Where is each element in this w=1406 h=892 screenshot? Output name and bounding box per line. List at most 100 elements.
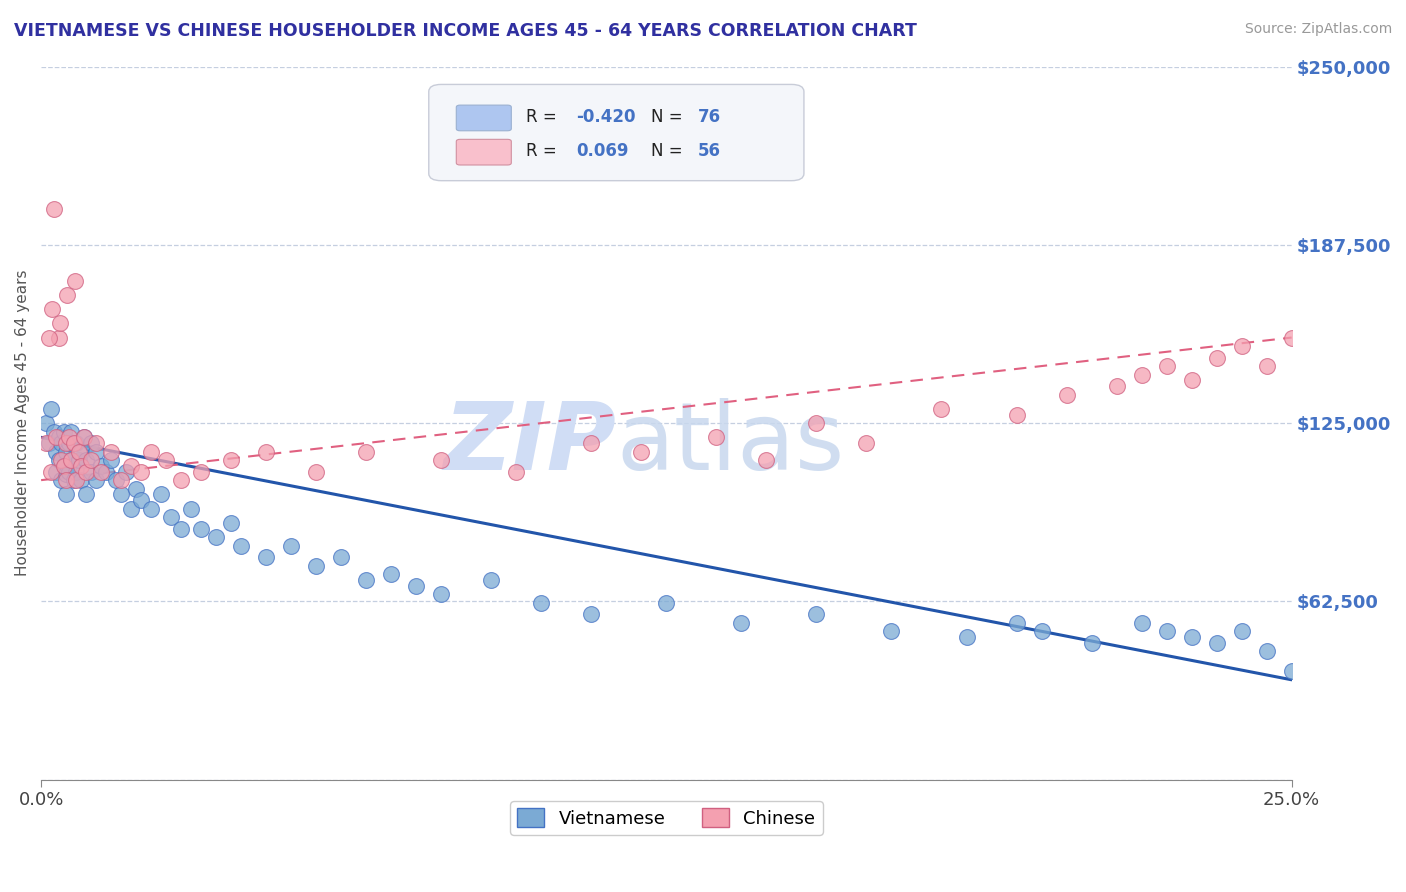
Point bbox=[52, 458, 75, 473]
Point bbox=[1181, 373, 1204, 387]
Point bbox=[706, 430, 728, 444]
Point bbox=[1005, 408, 1028, 422]
Point bbox=[45, 444, 67, 458]
FancyBboxPatch shape bbox=[457, 105, 512, 131]
Point bbox=[67, 444, 90, 458]
Point bbox=[75, 487, 97, 501]
Point bbox=[100, 444, 122, 458]
Point bbox=[1230, 624, 1253, 639]
Point bbox=[60, 425, 83, 439]
Point bbox=[806, 416, 828, 430]
Point bbox=[254, 444, 277, 458]
Point bbox=[41, 301, 63, 316]
Point bbox=[100, 453, 122, 467]
Point bbox=[35, 416, 58, 430]
Point bbox=[231, 539, 253, 553]
Point bbox=[1130, 368, 1153, 382]
Text: 0.069: 0.069 bbox=[576, 143, 628, 161]
FancyBboxPatch shape bbox=[457, 139, 512, 165]
Point bbox=[49, 316, 72, 330]
Point bbox=[205, 530, 228, 544]
Point bbox=[655, 596, 678, 610]
Point bbox=[72, 430, 94, 444]
Point bbox=[90, 465, 112, 479]
FancyBboxPatch shape bbox=[429, 85, 804, 181]
Point bbox=[330, 550, 353, 565]
Point bbox=[190, 465, 212, 479]
Point bbox=[56, 287, 79, 301]
Point bbox=[430, 453, 453, 467]
Point bbox=[180, 501, 202, 516]
Point bbox=[730, 615, 752, 630]
Point bbox=[1181, 630, 1204, 644]
Point bbox=[120, 458, 142, 473]
Point bbox=[280, 539, 302, 553]
Point bbox=[84, 436, 107, 450]
Point bbox=[1056, 387, 1078, 401]
Point bbox=[110, 473, 132, 487]
Point bbox=[105, 473, 128, 487]
Point bbox=[38, 330, 60, 344]
Point bbox=[52, 458, 75, 473]
Text: N =: N = bbox=[651, 108, 689, 127]
Point bbox=[55, 436, 77, 450]
Point bbox=[52, 425, 75, 439]
Point bbox=[1281, 665, 1303, 679]
Point bbox=[530, 596, 553, 610]
Point bbox=[479, 573, 502, 587]
Point bbox=[1156, 359, 1178, 373]
Point bbox=[1205, 351, 1227, 365]
Point bbox=[430, 587, 453, 601]
Text: N =: N = bbox=[651, 143, 689, 161]
Point bbox=[80, 465, 103, 479]
Point bbox=[48, 430, 70, 444]
Text: R =: R = bbox=[526, 143, 562, 161]
Point bbox=[581, 436, 603, 450]
Point bbox=[219, 453, 242, 467]
Point bbox=[62, 436, 84, 450]
Point bbox=[84, 444, 107, 458]
Point bbox=[42, 425, 65, 439]
Text: R =: R = bbox=[526, 108, 562, 127]
Point bbox=[65, 436, 87, 450]
Point bbox=[170, 522, 193, 536]
Point bbox=[880, 624, 903, 639]
Text: ZIP: ZIP bbox=[443, 399, 616, 491]
Point bbox=[39, 401, 62, 416]
Point bbox=[55, 487, 77, 501]
Point bbox=[305, 465, 328, 479]
Point bbox=[630, 444, 652, 458]
Point bbox=[855, 436, 877, 450]
Point bbox=[70, 444, 93, 458]
Point bbox=[55, 473, 77, 487]
Point bbox=[254, 550, 277, 565]
Point bbox=[1205, 636, 1227, 650]
Point bbox=[67, 453, 90, 467]
Y-axis label: Householder Income Ages 45 - 64 years: Householder Income Ages 45 - 64 years bbox=[15, 270, 30, 576]
Point bbox=[39, 465, 62, 479]
Point bbox=[219, 516, 242, 530]
Point bbox=[80, 453, 103, 467]
Point bbox=[49, 436, 72, 450]
Point bbox=[75, 453, 97, 467]
Point bbox=[120, 501, 142, 516]
Point bbox=[38, 436, 60, 450]
Point bbox=[1130, 615, 1153, 630]
Point bbox=[755, 453, 778, 467]
Point bbox=[80, 436, 103, 450]
Point bbox=[60, 453, 83, 467]
Point bbox=[155, 453, 177, 467]
Point bbox=[170, 473, 193, 487]
Point bbox=[1105, 379, 1128, 393]
Point bbox=[58, 465, 80, 479]
Point bbox=[65, 465, 87, 479]
Point bbox=[90, 458, 112, 473]
Point bbox=[955, 630, 977, 644]
Text: VIETNAMESE VS CHINESE HOUSEHOLDER INCOME AGES 45 - 64 YEARS CORRELATION CHART: VIETNAMESE VS CHINESE HOUSEHOLDER INCOME… bbox=[14, 22, 917, 40]
Point bbox=[58, 436, 80, 450]
Text: 76: 76 bbox=[697, 108, 721, 127]
Point bbox=[70, 473, 93, 487]
Point bbox=[1031, 624, 1053, 639]
Point bbox=[84, 473, 107, 487]
Point bbox=[1256, 644, 1278, 658]
